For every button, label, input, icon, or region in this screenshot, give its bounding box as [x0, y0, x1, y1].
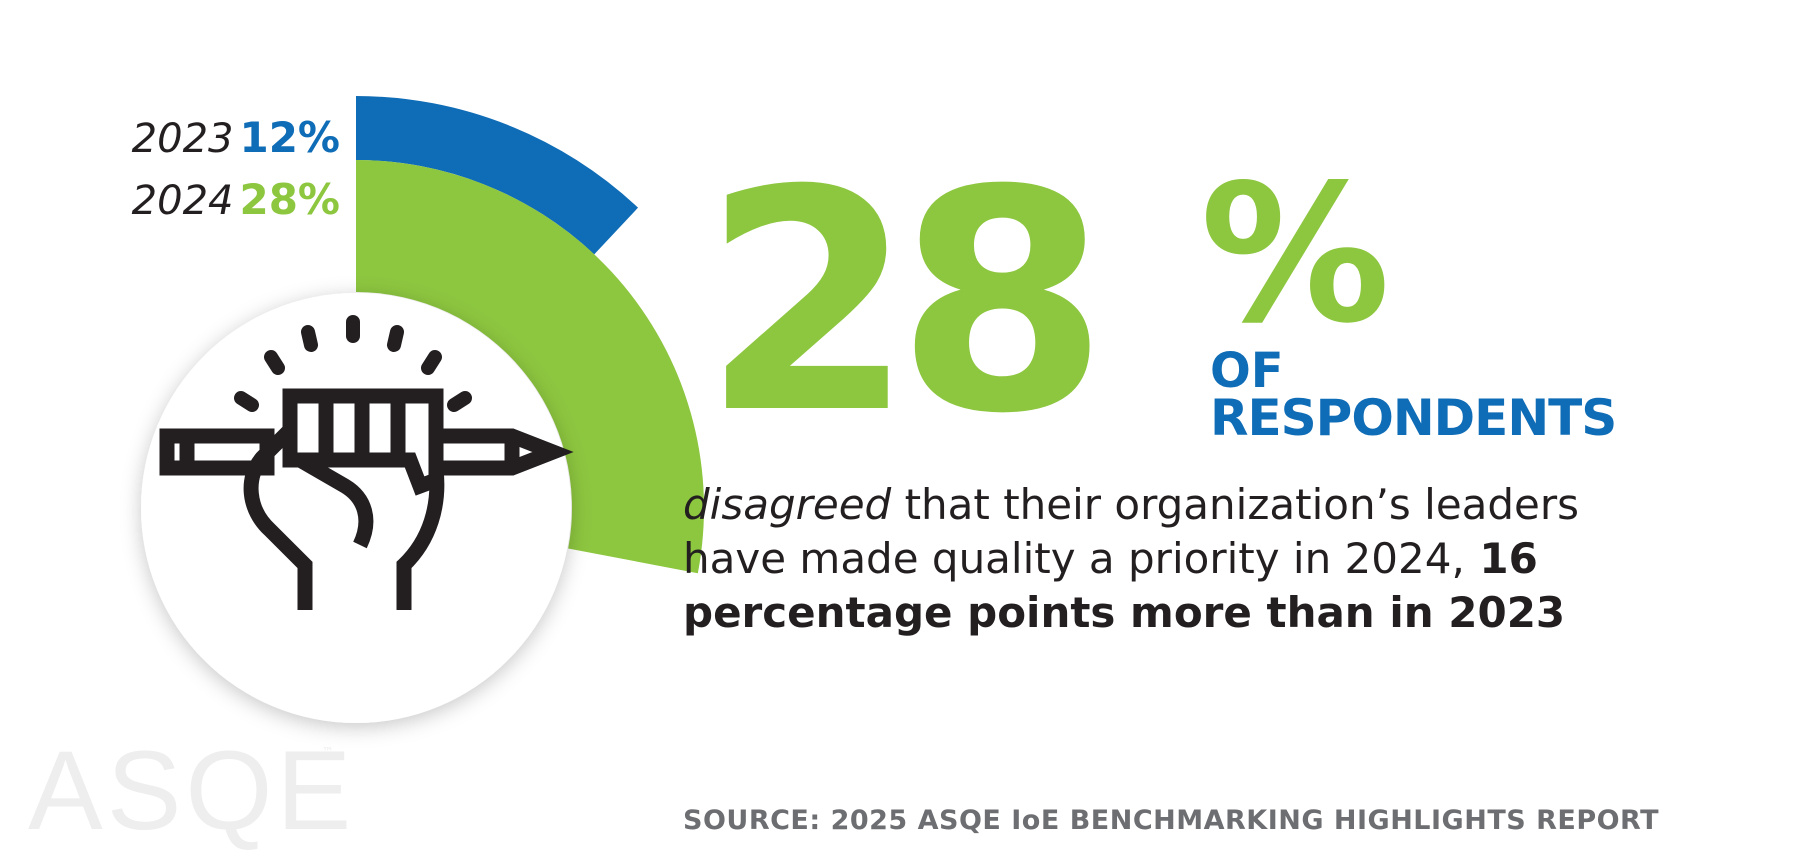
headline-percent-sign: % [1200, 144, 1391, 365]
legend-2023: 2023 12% [120, 116, 340, 162]
headline-number: 28 [702, 125, 1108, 480]
legend-value-2024: 28% [239, 175, 340, 224]
radial-bar-2024 [356, 160, 704, 574]
legend-2024: 2024 28% [120, 178, 340, 224]
headline-respondents: RESPONDENTS [1210, 389, 1617, 447]
legend-year-2024: 2024 [131, 178, 234, 224]
legend-year-2023: 2023 [131, 116, 234, 162]
radial-bar-2023 [356, 96, 639, 255]
description-text: disagreed that their organization’s lead… [683, 478, 1583, 640]
headline-of: OF [1210, 343, 1284, 399]
description-emphasis: disagreed [683, 480, 892, 529]
legend-value-2023: 12% [239, 113, 340, 162]
description-part2: 16 percentage points more than in 2023 [683, 534, 1566, 637]
fist-holding-pencil-icon [159, 315, 574, 610]
watermark-trademark: ™ [322, 745, 334, 759]
asqe-watermark-logo: ASQE [28, 728, 356, 853]
source-note: SOURCE: 2025 ASQE IoE BENCHMARKING HIGHL… [683, 805, 1660, 836]
description-part1: that their organization’s leaders have m… [683, 480, 1580, 583]
